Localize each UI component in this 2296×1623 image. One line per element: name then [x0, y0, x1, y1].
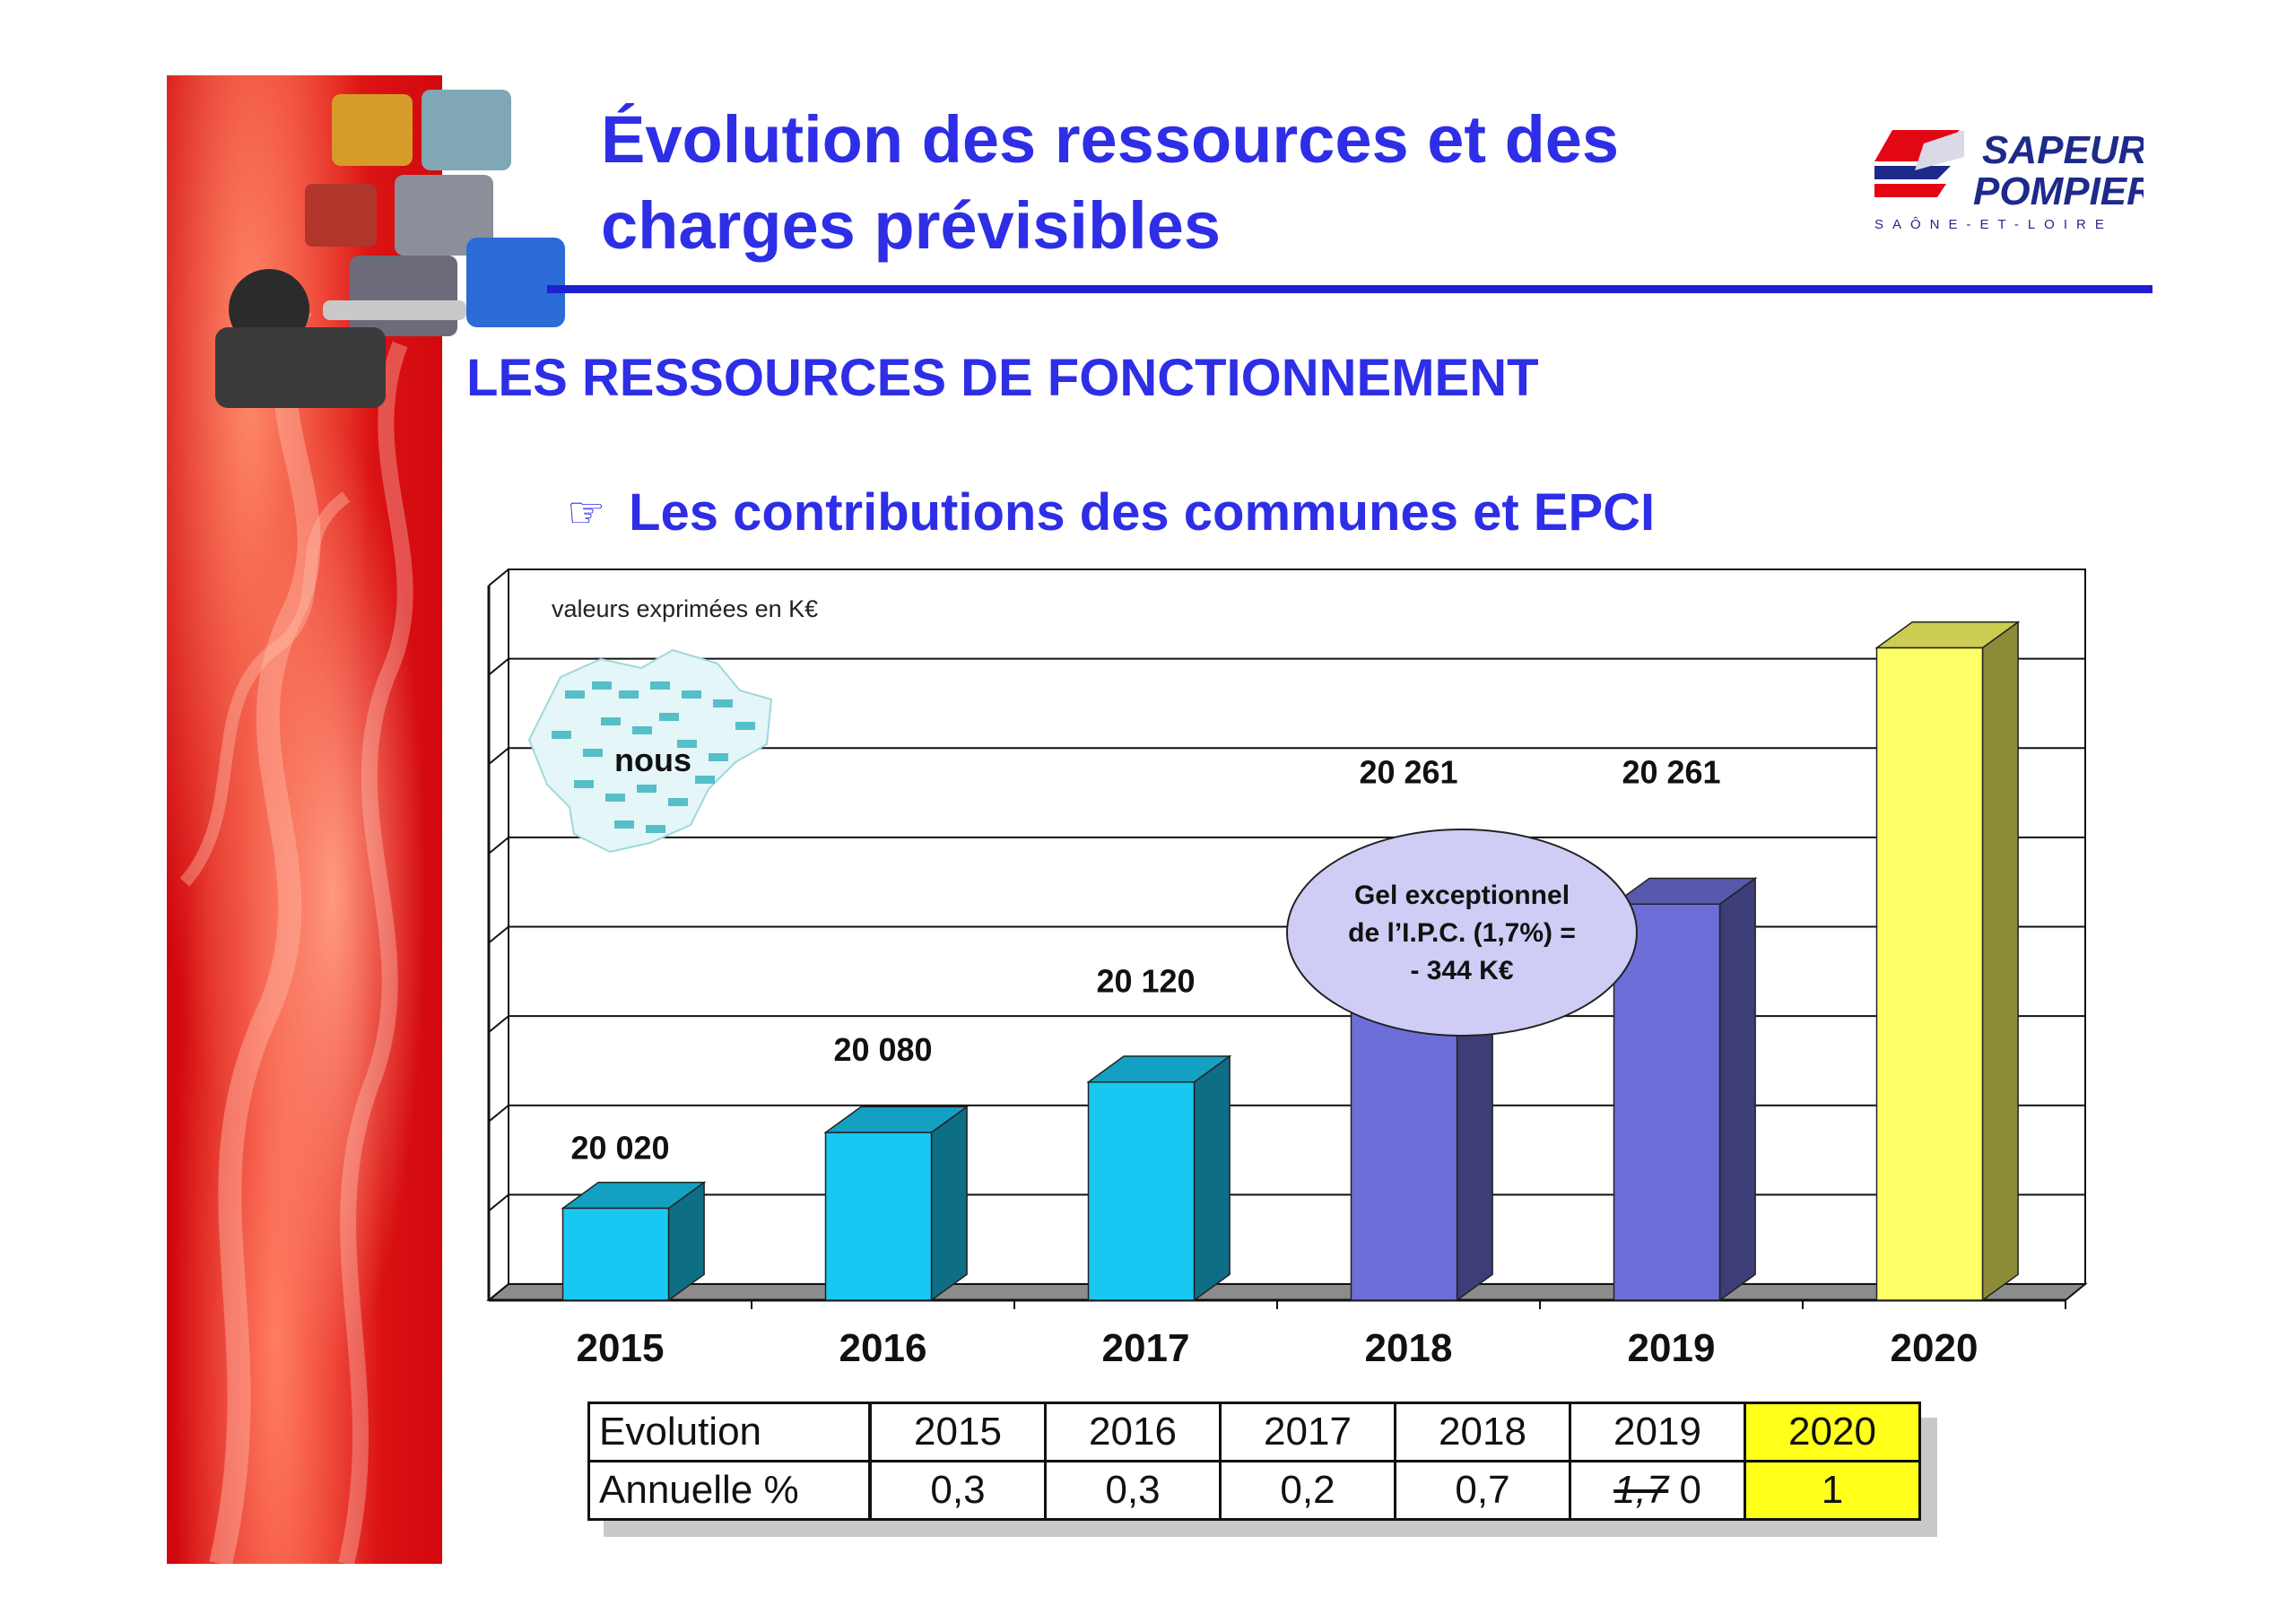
pointing-hand-icon: ☞ — [567, 489, 606, 537]
chart-unit-note: valeurs exprimées en K€ — [552, 595, 818, 622]
bar-2020 — [1874, 621, 2021, 1302]
annual-evolution-table: Evolution 2015 2016 2017 2018 2019 2020 … — [587, 1402, 1921, 1521]
x-tick-label: 2015 — [577, 1326, 665, 1370]
title-underline — [547, 285, 2152, 293]
x-tick-label: 2016 — [839, 1326, 927, 1370]
smoke-decoration — [179, 303, 413, 1564]
callout-line-2: de l’I.P.C. (1,7%) = — [1348, 918, 1576, 948]
table-value-cell: 0,3 — [868, 1460, 1047, 1521]
corrected-value: 0 — [1679, 1468, 1701, 1512]
logo-text-sapeurs: SAPEURS — [1982, 128, 2144, 172]
value-label-bg — [1869, 556, 1999, 559]
title-line-2: charges prévisibles — [601, 188, 1222, 263]
map-label: nous — [614, 742, 691, 778]
table-year-cell: 2015 — [868, 1402, 1047, 1462]
table-year-cell: 2019 — [1569, 1402, 1746, 1462]
value-label-bg — [1606, 754, 1736, 793]
callout-line-1: Gel exceptionnel — [1354, 881, 1570, 910]
value-label: 20 261 — [1622, 753, 1720, 790]
table-value-cell-2019: 1,7 0 — [1569, 1460, 1746, 1521]
table-value-cell: 0,7 — [1394, 1460, 1571, 1521]
x-tick-label: 2019 — [1628, 1326, 1716, 1370]
bar-2017 — [1086, 1055, 1232, 1302]
department-map-illustration: nous — [527, 648, 773, 854]
ipc-freeze-callout: Gel exceptionnel de l’I.P.C. (1,7%) = - … — [1286, 829, 1638, 1037]
value-label-bg — [1344, 754, 1474, 793]
table-row-label: Annuelle % — [587, 1460, 872, 1521]
firefighter-puzzle-illustration — [215, 90, 565, 408]
x-tick-label: 2018 — [1365, 1326, 1453, 1370]
table-year-cell: 2016 — [1044, 1402, 1222, 1462]
bar-2015 — [561, 1181, 707, 1302]
bar-face — [824, 1132, 933, 1301]
value-label: 20 120 — [1096, 963, 1195, 1000]
table-row: Evolution 2015 2016 2017 2018 2019 2020 — [587, 1402, 1921, 1462]
contributions-bar-chart: valeurs exprimées en K€ nous 20 020 20 08… — [486, 556, 2088, 1370]
table-year-cell: 2018 — [1394, 1402, 1571, 1462]
subsection-title: ☞ Les contributions des communes et EPCI — [567, 482, 1655, 542]
table-value-cell: 0,3 — [1044, 1460, 1222, 1521]
bar-2016 — [823, 1105, 970, 1302]
bar-face — [1087, 1081, 1196, 1301]
value-label: 20 020 — [570, 1129, 669, 1166]
x-tick-label: 2017 — [1102, 1326, 1190, 1370]
value-label: 20 261 — [1359, 753, 1457, 790]
table-value-cell: 0,2 — [1219, 1460, 1396, 1521]
chart-x-tick-labels: 2015 2016 2017 2018 2019 2020 — [577, 1300, 2066, 1370]
chart-value-labels: 20 020 20 080 20 120 20 261 20 261 20 464 — [555, 556, 1999, 1168]
bar-2019 — [1612, 876, 1758, 1302]
title-line-1: Évolution des ressources et des — [601, 102, 1620, 177]
table-row-label: Evolution — [587, 1402, 872, 1462]
value-label-bg — [1081, 963, 1211, 1002]
sapeurs-pompiers-logo: SAPEURS POMPIERS SAÔNE-ET-LOIRE — [1874, 128, 2144, 232]
logo-text-saone-et-loire: SAÔNE-ET-LOIRE — [1874, 217, 2113, 232]
page-title: Évolution des ressources et des charges … — [601, 97, 1619, 269]
callout-line-3: - 344 K€ — [1410, 956, 1513, 985]
table-year-cell: 2017 — [1219, 1402, 1396, 1462]
section-title: LES RESSOURCES DE FONCTIONNEMENT — [466, 349, 1539, 407]
table-year-cell-highlighted: 2020 — [1744, 1402, 1921, 1462]
value-label: 20 080 — [833, 1031, 932, 1068]
value-label: 20 464 — [1884, 556, 1983, 557]
table-value-cell-highlighted: 1 — [1744, 1460, 1921, 1521]
chart-bars — [561, 621, 2021, 1302]
struck-value: 1,7 — [1613, 1468, 1669, 1512]
bar-face — [561, 1207, 670, 1301]
value-label-bg — [555, 1130, 685, 1168]
subsection-text: Les contributions des communes et EPCI — [629, 483, 1656, 542]
x-tick-label: 2020 — [1891, 1326, 1979, 1370]
value-label-bg — [818, 1032, 948, 1071]
table-row: Annuelle % 0,3 0,3 0,2 0,7 1,7 0 1 — [587, 1460, 1921, 1521]
bar-face — [1875, 647, 1984, 1301]
bar-face — [1613, 903, 1721, 1301]
logo-text-pompiers: POMPIERS — [1973, 169, 2144, 213]
